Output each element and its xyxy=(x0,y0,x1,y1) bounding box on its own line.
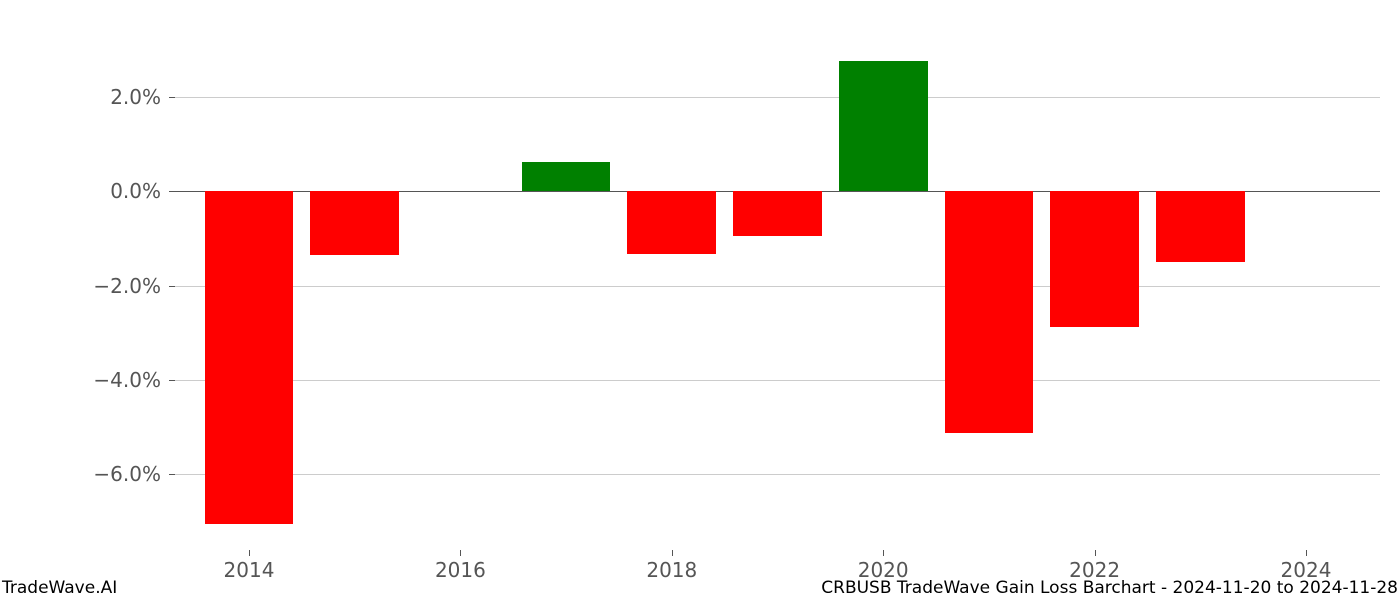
bar-2017 xyxy=(522,162,611,191)
footer-left-label: TradeWave.AI xyxy=(2,578,117,598)
xtick-mark xyxy=(672,550,673,556)
gridline xyxy=(175,474,1380,475)
xtick-mark xyxy=(1306,550,1307,556)
ytick-mark xyxy=(169,286,175,287)
xtick-mark xyxy=(883,550,884,556)
bar-2018 xyxy=(627,191,716,254)
ytick-label: −2.0% xyxy=(0,274,161,298)
xtick-label: 2018 xyxy=(646,558,697,582)
ytick-mark xyxy=(169,97,175,98)
ytick-label: −4.0% xyxy=(0,368,161,392)
ytick-label: 2.0% xyxy=(0,85,161,109)
xtick-mark xyxy=(249,550,250,556)
bar-2020 xyxy=(839,61,928,191)
ytick-label: −6.0% xyxy=(0,462,161,486)
xtick-label: 2014 xyxy=(224,558,275,582)
bar-2015 xyxy=(310,191,399,255)
gridline xyxy=(175,97,1380,98)
ytick-mark xyxy=(169,474,175,475)
bar-2022 xyxy=(1050,191,1139,327)
xtick-mark xyxy=(460,550,461,556)
gridline xyxy=(175,286,1380,287)
gridline xyxy=(175,380,1380,381)
xtick-label: 2016 xyxy=(435,558,486,582)
footer-right-label: CRBUSB TradeWave Gain Loss Barchart - 20… xyxy=(821,578,1398,598)
ytick-label: 0.0% xyxy=(0,179,161,203)
ytick-mark xyxy=(169,191,175,192)
bar-2023 xyxy=(1156,191,1245,262)
xtick-mark xyxy=(1095,550,1096,556)
bar-2021 xyxy=(945,191,1034,433)
ytick-mark xyxy=(169,380,175,381)
bar-2019 xyxy=(733,191,822,236)
plot-area xyxy=(175,40,1380,550)
bar-2014 xyxy=(205,191,294,524)
